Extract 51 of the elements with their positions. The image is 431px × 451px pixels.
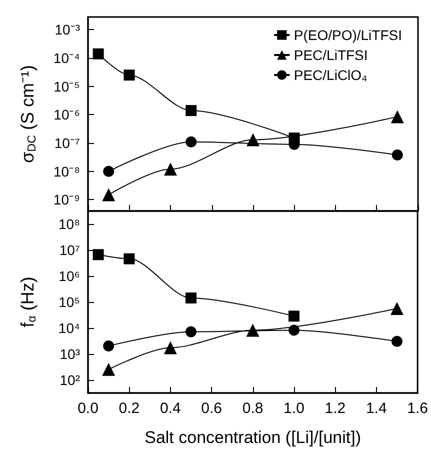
y-tick-label: 10⁸ — [58, 216, 80, 232]
x-tick-label: 0.4 — [160, 400, 181, 417]
point — [186, 136, 197, 148]
y-tick-label: 10⁷ — [59, 242, 80, 258]
point — [392, 149, 403, 160]
point — [92, 249, 104, 260]
y-tick-label: 10⁻⁶ — [54, 106, 80, 123]
point — [102, 188, 116, 202]
point — [102, 362, 116, 376]
y-tick-label: 10⁴ — [58, 320, 80, 336]
point — [185, 292, 196, 304]
x-tick-label: 1.2 — [324, 400, 346, 417]
point — [103, 340, 114, 352]
point — [186, 105, 197, 116]
point — [164, 341, 177, 354]
point — [124, 70, 135, 81]
y-tick-label: 10⁻⁹ — [53, 192, 80, 208]
legend-label: PEC/LiTFSI — [294, 47, 368, 63]
x-tick-label: 0.6 — [201, 400, 222, 417]
y-tick-label: 10⁻⁵ — [54, 78, 80, 94]
point — [124, 253, 135, 264]
y-tick-label: 10⁻⁷ — [54, 135, 80, 152]
y-tick-label: 10⁵ — [58, 294, 80, 310]
y-axis-title: fα (Hz) — [18, 276, 38, 328]
y-tick-label: 10⁻⁸ — [54, 163, 80, 180]
x-tick-label: 1.6 — [407, 400, 428, 417]
point — [103, 166, 114, 177]
point — [390, 110, 404, 124]
point — [246, 133, 260, 146]
x-tick-label: 1.0 — [284, 400, 304, 417]
x-tick-label: 1.4 — [366, 400, 387, 417]
point — [164, 162, 177, 176]
point — [288, 324, 300, 336]
point — [390, 302, 404, 316]
x-tick-label: 0.8 — [242, 400, 264, 417]
point — [288, 310, 300, 322]
point — [92, 48, 104, 60]
y-tick-label: 10⁶ — [58, 268, 80, 284]
legend-label: PEC/LiClO₄ — [294, 67, 368, 83]
y-tick-label: 10⁻³ — [54, 22, 80, 38]
x-tick-label: 0.0 — [78, 400, 98, 417]
point — [391, 336, 402, 347]
y-tick-label: 10⁻⁴ — [53, 50, 80, 66]
y-tick-label: 10³ — [60, 346, 80, 362]
point — [246, 324, 260, 337]
x-tick-label: 0.2 — [118, 400, 140, 417]
x-axis-title: Salt concentration ([Li]/[unit]) — [144, 428, 361, 447]
y-tick-label: 10² — [60, 372, 80, 388]
y-axis-title: σDC (S cm⁻¹) — [18, 65, 38, 163]
point — [186, 326, 196, 338]
legend-label: P(EO/PO)/LiTFSI — [294, 27, 402, 43]
